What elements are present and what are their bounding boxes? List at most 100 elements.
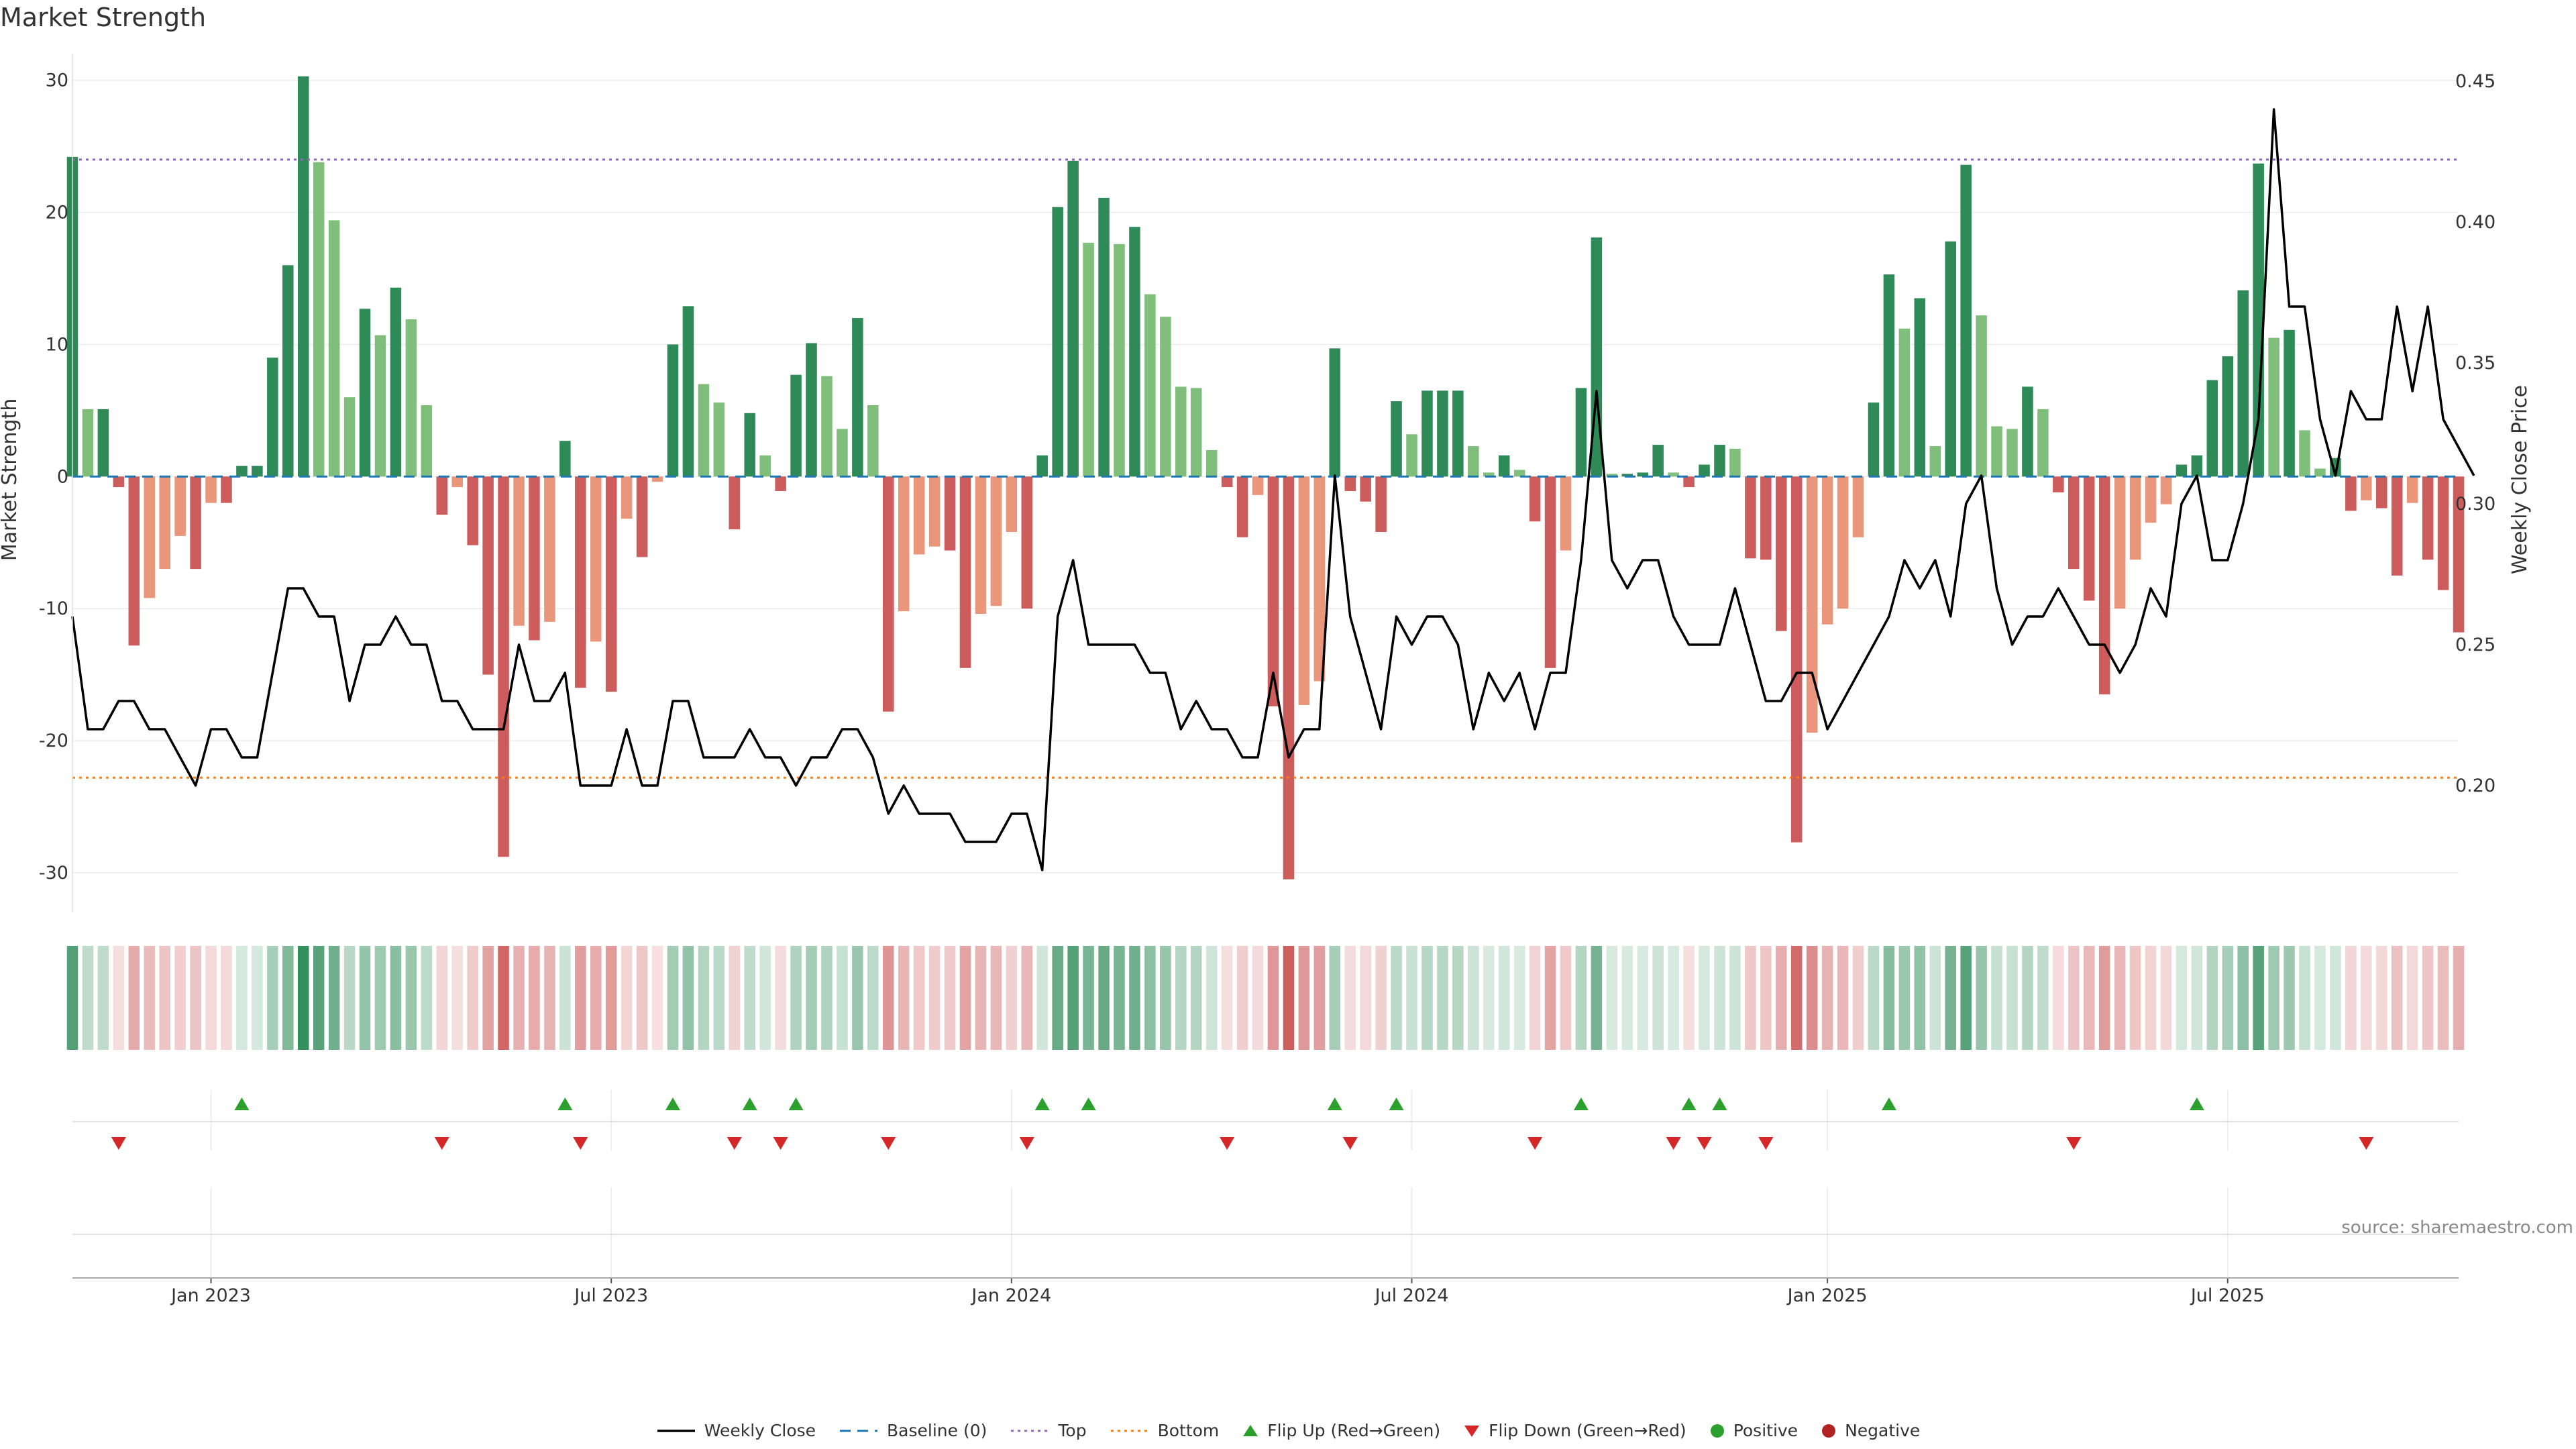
flip-down-marker [2066,1137,2082,1150]
strength-bar [2191,455,2203,477]
legend-item-line: Weekly Close [656,1421,816,1440]
heat-cell [2330,946,2341,1050]
heat-cell [1806,946,1818,1050]
heat-cell [1637,946,1648,1050]
heat-cell [883,946,894,1050]
heat-cell [467,946,478,1050]
x-tick-label: Jan 2025 [1786,1285,1868,1306]
strength-bar [2176,464,2188,477]
strength-bar [1114,244,1125,477]
strength-bar [1513,470,1525,477]
strength-bar [1421,390,1433,477]
heat-cell [1821,946,1833,1050]
heat-cell [898,946,910,1050]
strength-bar [2006,429,2018,477]
strength-bar [328,220,340,477]
strength-bar [1236,476,1248,537]
strength-bar [2083,476,2095,601]
strength-bar [421,405,433,477]
strength-bar [1129,227,1140,477]
heat-cell [975,946,987,1050]
y-tick-label: -20 [39,731,68,751]
strength-bar [1806,476,1818,733]
heat-cell [1652,946,1664,1050]
strength-bar [97,409,109,477]
flip-up-marker [788,1097,804,1110]
y-tick-label: 10 [46,334,68,355]
heat-cell [343,946,356,1050]
strength-bar [806,343,817,477]
heat-cell [1391,946,1402,1050]
heat-cell [144,946,156,1050]
heat-cell [436,946,448,1050]
heat-cell [1083,946,1094,1050]
y2-tick-label: 0.40 [2455,212,2496,233]
heat-cell [390,946,402,1050]
heat-cell [2268,946,2279,1050]
strength-bar [1929,446,1941,477]
flip-down-marker [434,1137,449,1150]
heat-cell [66,946,78,1050]
heat-cell [744,946,755,1050]
strength-bar [2053,476,2064,492]
strength-bar [1483,472,1495,477]
heat-cell [451,946,463,1050]
strength-bar [1776,476,1787,631]
strength-bar [297,76,309,477]
strength-bar [867,405,879,477]
strength-bar [928,476,941,547]
heat-cell [1544,946,1556,1050]
strength-bar [267,358,278,477]
strength-bar [1283,476,1295,879]
heat-cell [1945,946,1956,1050]
strength-bar [2453,476,2465,633]
legend-baseline-icon [839,1424,879,1438]
strength-bar [744,413,755,477]
heat-cell [575,946,586,1050]
strength-bar [1760,476,1772,560]
x-tick-label: Jul 2024 [1374,1285,1449,1306]
strength-bar [1683,476,1695,488]
strength-bar [1960,164,1972,477]
heat-cell [221,946,232,1050]
heat-cell [513,946,525,1050]
strength-bar [1544,476,1556,668]
heat-cell [1375,946,1387,1050]
strength-bar [590,476,602,642]
heat-cell [174,946,186,1050]
heat-cell [2098,946,2110,1050]
y2-tick-label: 0.35 [2455,353,2496,374]
strength-bar [944,476,956,551]
heat-cell [1313,946,1326,1050]
heat-cell [1298,946,1310,1050]
heat-cell [1683,946,1695,1050]
flip-up-marker [557,1097,573,1110]
strength-bar [1714,445,1725,477]
legend-label: Top [1058,1421,1087,1440]
legend-up-icon [1242,1424,1259,1438]
strength-bar [1621,474,1633,477]
heat-cell [2129,946,2141,1050]
strength-bar [282,265,294,477]
x-tick-label: Jul 2023 [573,1285,648,1306]
heat-cell [928,946,941,1050]
strength-bar [313,162,325,477]
legend-top-icon [1010,1424,1050,1438]
strength-bar [790,374,802,477]
flip-up-marker [742,1097,757,1110]
heat-cell [1067,946,1079,1050]
strength-bar [1452,390,1464,477]
heat-cell [498,946,509,1050]
strength-bar [2299,430,2310,477]
strength-bar [1021,476,1033,609]
heat-cell [82,946,94,1050]
strength-bar [252,466,263,477]
legend-item-bottom: Bottom [1110,1421,1219,1440]
strength-bar [2222,356,2234,477]
strength-bar [2022,386,2033,477]
flip-down-marker [1666,1137,1681,1150]
heat-cell [1852,946,1864,1050]
legend-item-up: Flip Up (Red→Green) [1242,1421,1440,1440]
heat-cell [252,946,263,1050]
